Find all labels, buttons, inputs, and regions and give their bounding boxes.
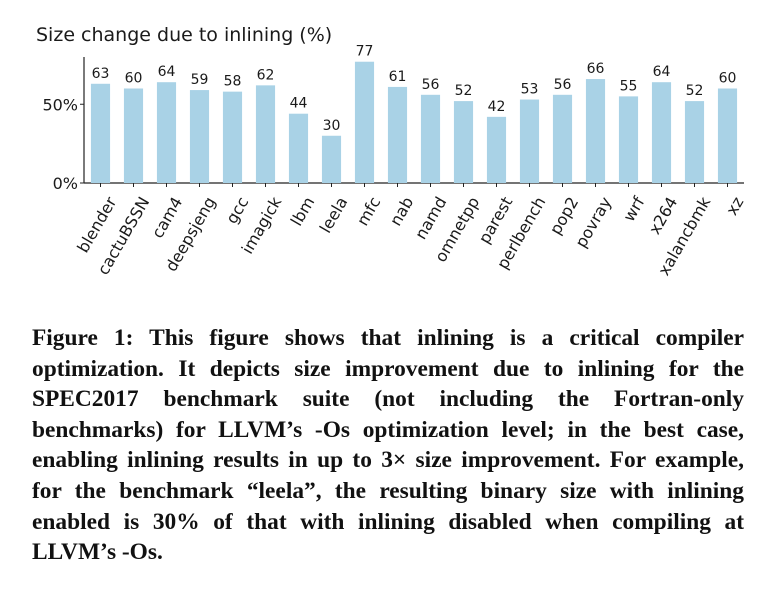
bar-omnetpp — [453, 101, 474, 183]
value-label-namd: 56 — [422, 77, 440, 93]
figure-caption: Figure 1: This figure shows that inlinin… — [32, 325, 744, 566]
value-label-x264: 64 — [653, 64, 671, 80]
value-label-xz: 60 — [719, 71, 737, 87]
bar-namd — [420, 94, 441, 183]
value-label-gcc: 58 — [224, 74, 242, 90]
value-label-perlbench: 53 — [521, 82, 539, 98]
bar-xalancbmk — [684, 101, 705, 183]
bar-chart: Size change due to inlining (%) 63 60 64 59… — [36, 24, 747, 279]
bar-mfc — [354, 61, 375, 183]
bar-cam4 — [156, 82, 177, 183]
value-label-blender: 63 — [92, 66, 110, 82]
value-label-imagick: 62 — [257, 67, 275, 83]
bar-cactuBSSN — [123, 88, 144, 183]
y-tick-label-0: 0% — [53, 174, 78, 193]
bar-gcc — [222, 91, 243, 183]
bar-imagick — [255, 85, 276, 183]
chart-title: Size change due to inlining (%) — [36, 24, 332, 46]
value-label-deepsjeng: 59 — [191, 72, 209, 88]
x-tick-label-nab: nab — [386, 194, 418, 230]
value-label-nab: 61 — [389, 69, 407, 85]
y-tick-label-50: 50% — [42, 95, 78, 114]
y-tick-labels: 0% 50% — [42, 95, 84, 193]
value-labels: 63 60 64 59 58 62 44 30 77 61 56 52 42 53 56 66 55 64 52 60 — [92, 44, 737, 134]
bar-povray — [585, 79, 606, 183]
bar-deepsjeng — [189, 90, 210, 183]
value-label-parest: 42 — [488, 99, 506, 115]
bar-blender — [90, 83, 111, 183]
x-tick-label-xz: xz — [722, 194, 747, 219]
value-label-lbm: 44 — [290, 96, 308, 112]
bar-xz — [717, 88, 738, 183]
bar-lbm — [288, 113, 309, 183]
x-tick-label-leela: leela — [316, 194, 352, 237]
bar-nab — [387, 86, 408, 183]
bar-wrf — [618, 96, 639, 183]
value-label-leela: 30 — [323, 118, 341, 134]
value-label-pop2: 56 — [554, 77, 572, 93]
bar-x264 — [651, 82, 672, 183]
bar-leela — [321, 135, 342, 183]
value-label-cam4: 64 — [158, 64, 176, 80]
bar-pop2 — [552, 94, 573, 183]
bars — [90, 61, 738, 183]
value-label-omnetpp: 52 — [455, 83, 473, 99]
x-tick-label-mfc: mfc — [353, 194, 384, 229]
value-label-mfc: 77 — [356, 44, 374, 60]
bar-parest — [486, 116, 507, 183]
value-label-povray: 66 — [587, 61, 605, 77]
value-label-wrf: 55 — [620, 78, 638, 94]
x-tick-label-gcc: gcc — [222, 194, 252, 228]
value-label-xalancbmk: 52 — [686, 83, 704, 99]
x-tick-label-lbm: lbm — [287, 194, 319, 230]
bar-perlbench — [519, 99, 540, 183]
value-label-cactuBSSN: 60 — [125, 71, 143, 87]
x-tick-label-wrf: wrf — [619, 193, 648, 225]
